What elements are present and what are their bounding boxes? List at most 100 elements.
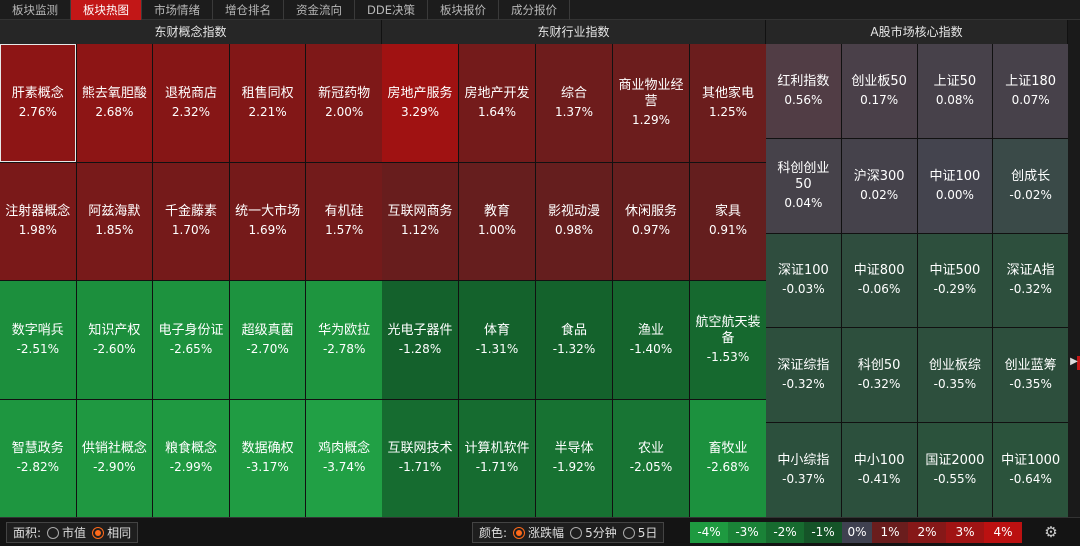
heatmap-cell[interactable]: 互联网商务 1.12% xyxy=(382,162,458,280)
tab-5[interactable]: DDE决策 xyxy=(355,0,428,20)
heatmap-cell[interactable]: 注射器概念 1.98% xyxy=(0,162,76,280)
heatmap-cell[interactable]: 供销社概念 -2.90% xyxy=(76,399,153,517)
heatmap-cell[interactable]: 创成长 -0.02% xyxy=(993,138,1068,233)
cell-name: 深证A指 xyxy=(1006,263,1055,279)
cell-name: 综合 xyxy=(560,85,587,101)
heatmap-cell[interactable]: 华为欧拉 -2.78% xyxy=(306,281,382,399)
heatmap-cell[interactable]: 影视动漫 0.98% xyxy=(536,162,612,280)
area-option-market-cap[interactable]: 市值 xyxy=(47,524,86,541)
cell-change: 0.97% xyxy=(631,223,671,238)
heatmap-cell[interactable]: 数据确权 -3.17% xyxy=(229,399,306,517)
heatmap-cell[interactable]: 商业物业经营 1.29% xyxy=(613,44,689,162)
tab-1[interactable]: 板块热图 xyxy=(71,0,142,20)
heatmap-cell[interactable]: 科创创业50 0.04% xyxy=(766,138,841,233)
heatmap-cell[interactable]: 创业板50 0.17% xyxy=(841,44,917,138)
heatmap-cell[interactable]: 粮食概念 -2.99% xyxy=(153,399,229,517)
heatmap-cell[interactable]: 中证1000 -0.64% xyxy=(993,423,1068,517)
heatmap-cell[interactable]: 创业蓝筹 -0.35% xyxy=(993,328,1068,423)
heatmap-cell[interactable]: 其他家电 1.25% xyxy=(690,44,766,162)
heatmap-cell[interactable]: 鸡肉概念 -3.74% xyxy=(306,399,382,517)
heatmap-cell[interactable]: 中证100 0.00% xyxy=(917,138,993,233)
heatmap-cell[interactable]: 休闲服务 0.97% xyxy=(613,162,689,280)
cell-name: 商业物业经营 xyxy=(618,77,684,109)
heatmap-cell[interactable]: 深证100 -0.03% xyxy=(766,233,841,328)
heatmap-cell[interactable]: 航空航天装备 -1.53% xyxy=(690,281,766,399)
heatmap-cell[interactable]: 国证2000 -0.55% xyxy=(917,423,993,517)
expand-arrow-icon[interactable]: ▶ xyxy=(1070,356,1078,367)
tab-6[interactable]: 板块报价 xyxy=(428,0,499,20)
color-option-5day[interactable]: 5日 xyxy=(622,524,657,541)
tab-7[interactable]: 成分报价 xyxy=(499,0,570,20)
heatmap-cell[interactable]: 肝素概念 2.76% xyxy=(0,44,76,162)
tab-0[interactable]: 板块监测 xyxy=(0,0,71,20)
cell-name: 中小综指 xyxy=(777,453,830,469)
cell-name: 智慧政务 xyxy=(11,441,64,457)
cell-change: -1.32% xyxy=(552,341,596,356)
heatmap-cell[interactable]: 千金藤素 1.70% xyxy=(153,162,229,280)
heatmap-cell[interactable]: 熊去氧胆酸 2.68% xyxy=(76,44,153,162)
color-option-5min[interactable]: 5分钟 xyxy=(570,524,617,541)
legend-swatch: -4% xyxy=(690,522,728,543)
heatmap-cell[interactable]: 科创50 -0.32% xyxy=(841,328,917,423)
heatmap-cell[interactable]: 中证500 -0.29% xyxy=(917,233,993,328)
radio-icon xyxy=(570,526,583,539)
cell-change: -0.03% xyxy=(782,282,825,297)
heatmap-cell[interactable]: 教育 1.00% xyxy=(459,162,535,280)
tab-2[interactable]: 市场情绪 xyxy=(142,0,213,20)
heatmap-cell[interactable]: 体育 -1.31% xyxy=(459,281,535,399)
heatmap-cell[interactable]: 统一大市场 1.69% xyxy=(229,162,306,280)
color-option-change[interactable]: 涨跌幅 xyxy=(513,524,564,541)
heatmap-cell[interactable]: 农业 -2.05% xyxy=(613,399,689,517)
heatmap-cell[interactable]: 畜牧业 -2.68% xyxy=(690,399,766,517)
bottom-toolbar: 面积: 市值 相同 颜色: 涨跌幅 5分钟 5日 -4% -3% -2% -1% 0% 1… xyxy=(0,517,1080,546)
heatmap-cell[interactable]: 电子身份证 -2.65% xyxy=(153,281,229,399)
heatmap-cell[interactable]: 光电子器件 -1.28% xyxy=(382,281,458,399)
cell-change: 2.00% xyxy=(325,104,364,119)
cell-name: 租售同权 xyxy=(241,85,294,101)
tab-4[interactable]: 资金流向 xyxy=(284,0,355,20)
cell-name: 中小100 xyxy=(853,453,905,469)
heatmap-cell[interactable]: 上证50 0.08% xyxy=(917,44,993,138)
heatmap-cell[interactable]: 知识产权 -2.60% xyxy=(76,281,153,399)
heatmap-cell[interactable]: 退税商店 2.32% xyxy=(153,44,229,162)
area-label: 面积: xyxy=(13,526,42,540)
heatmap-cell[interactable]: 半导体 -1.92% xyxy=(536,399,612,517)
cell-change: -0.35% xyxy=(933,377,977,392)
heatmap-cell[interactable]: 中小综指 -0.37% xyxy=(766,423,841,517)
heatmap-cell[interactable]: 房地产开发 1.64% xyxy=(459,44,535,162)
heatmap-cell[interactable]: 房地产服务 3.29% xyxy=(382,44,458,162)
cell-change: -0.32% xyxy=(857,377,901,392)
heatmap-cell[interactable]: 家具 0.91% xyxy=(690,162,766,280)
heatmap-cell[interactable]: 有机硅 1.57% xyxy=(306,162,382,280)
heatmap-cell[interactable]: 食品 -1.32% xyxy=(536,281,612,399)
heatmap-cell[interactable]: 红利指数 0.56% xyxy=(766,44,841,138)
heatmap-cell[interactable]: 上证180 0.07% xyxy=(993,44,1068,138)
area-option-label: 市值 xyxy=(62,526,87,540)
gear-icon[interactable]: ⚙ xyxy=(1044,523,1058,541)
heatmap-cell[interactable]: 阿兹海默 1.85% xyxy=(76,162,153,280)
heatmap-cell[interactable]: 中证800 -0.06% xyxy=(841,233,917,328)
heatmap-cell[interactable]: 沪深300 0.02% xyxy=(841,138,917,233)
heatmap-cell[interactable]: 互联网技术 -1.71% xyxy=(382,399,458,517)
cell-change: -1.71% xyxy=(475,460,519,475)
cell-change: -1.92% xyxy=(552,460,596,475)
heatmap-cell[interactable]: 深证A指 -0.32% xyxy=(993,233,1068,328)
legend-swatch: 0% xyxy=(842,522,872,543)
heatmap-cell[interactable]: 数字哨兵 -2.51% xyxy=(0,281,76,399)
heatmap-cell[interactable]: 深证综指 -0.32% xyxy=(766,328,841,423)
tab-3[interactable]: 增仓排名 xyxy=(213,0,284,20)
cell-name: 数据确权 xyxy=(241,441,294,457)
panel-header-core-index: A股市场核心指数 xyxy=(766,20,1068,44)
heatmap-cell[interactable]: 新冠药物 2.00% xyxy=(306,44,382,162)
radio-icon xyxy=(47,526,60,539)
heatmap-cell[interactable]: 计算机软件 -1.71% xyxy=(459,399,535,517)
area-option-equal[interactable]: 相同 xyxy=(92,524,131,541)
legend-swatch: -1% xyxy=(804,522,842,543)
heatmap-cell[interactable]: 渔业 -1.40% xyxy=(613,281,689,399)
heatmap-cell[interactable]: 综合 1.37% xyxy=(536,44,612,162)
heatmap-cell[interactable]: 创业板综 -0.35% xyxy=(917,328,993,423)
heatmap-cell[interactable]: 智慧政务 -2.82% xyxy=(0,399,76,517)
heatmap-cell[interactable]: 租售同权 2.21% xyxy=(229,44,306,162)
heatmap-cell[interactable]: 中小100 -0.41% xyxy=(841,423,917,517)
heatmap-cell[interactable]: 超级真菌 -2.70% xyxy=(229,281,306,399)
